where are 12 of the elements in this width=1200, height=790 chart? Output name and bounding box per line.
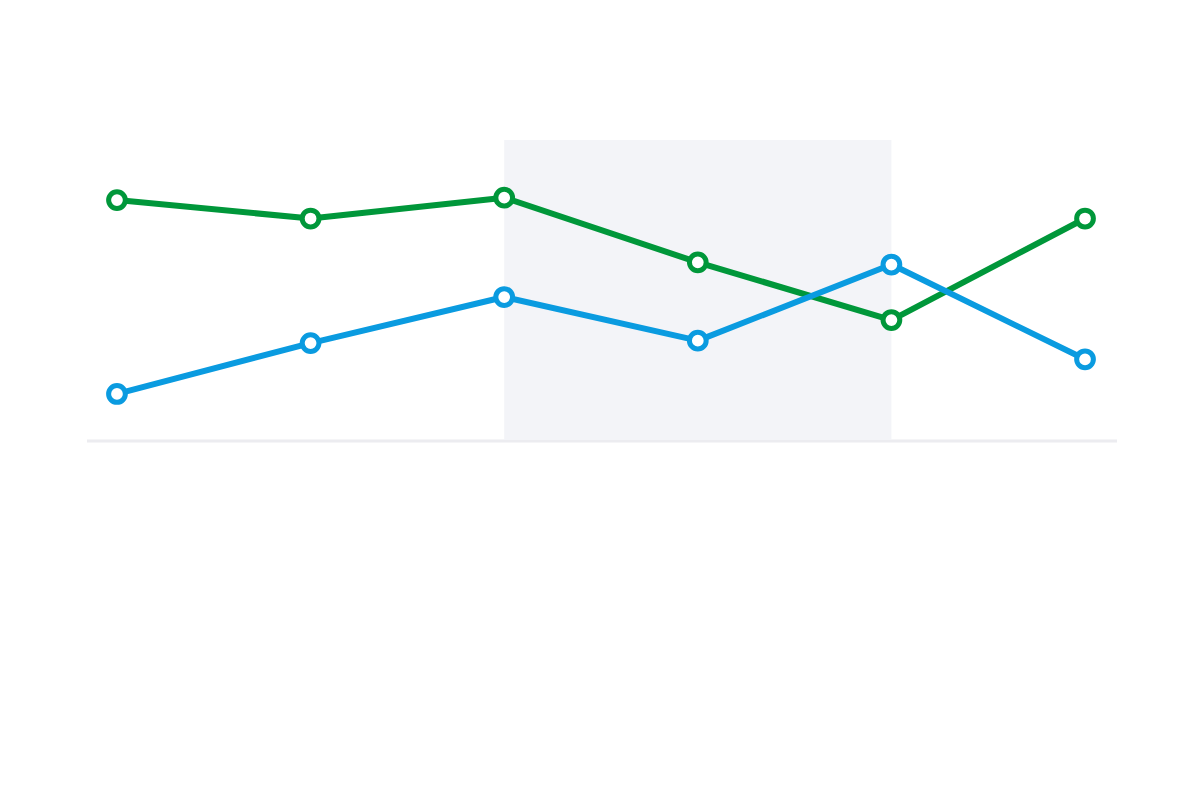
point: [299, 332, 322, 354]
point: [686, 251, 709, 274]
point: [106, 383, 128, 405]
point: [1074, 348, 1096, 371]
point: [493, 186, 516, 209]
point: [1074, 207, 1096, 230]
point: [880, 253, 903, 276]
point: [299, 207, 322, 230]
point: [880, 309, 903, 331]
point: [686, 329, 709, 352]
point: [493, 286, 516, 308]
point: [106, 189, 128, 211]
